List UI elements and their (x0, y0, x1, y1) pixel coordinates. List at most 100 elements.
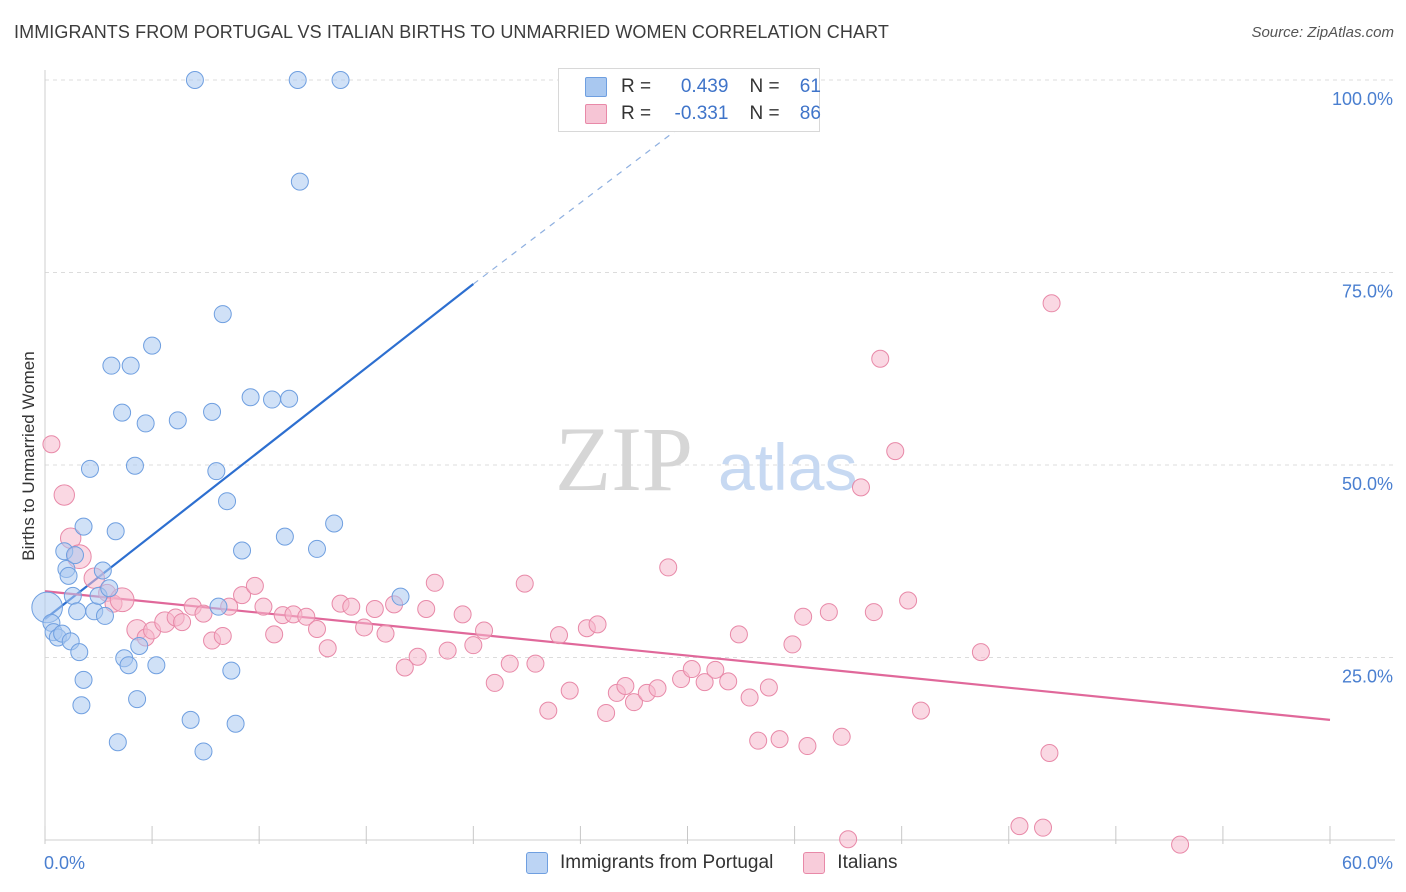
italians-point (1010, 817, 1029, 836)
legend-item-italians: Italians (803, 852, 898, 874)
italians-point (173, 613, 192, 632)
legend-swatch-portugal (526, 852, 548, 874)
portugal-trend-line (44, 283, 475, 620)
italians-point (794, 607, 813, 626)
y-tick-label: 25.0% (1342, 667, 1393, 687)
italians-point (453, 605, 472, 624)
legend-n-label: N = (749, 103, 780, 124)
legend-row-italians: R = -0.331 N = 86 (585, 101, 821, 127)
italians-point (245, 576, 264, 595)
italians-point (851, 478, 870, 497)
legend-n-value: 61 (799, 76, 821, 97)
portugal-point (63, 586, 82, 605)
portugal-point (209, 597, 228, 616)
italians-point (355, 618, 374, 637)
source-note: Source: ZipAtlas.com (1251, 24, 1394, 41)
portugal-point (95, 606, 114, 625)
portugal-point (70, 643, 89, 662)
x-tick-label: 60.0% (1342, 853, 1393, 873)
italians-point (749, 731, 768, 750)
italians-point (42, 435, 61, 454)
italians-point (719, 672, 738, 691)
legend-row-portugal: R = 0.439 N = 61 (585, 74, 821, 100)
italians-point (729, 625, 748, 644)
legend-swatch-pink (585, 104, 607, 124)
portugal-point (185, 71, 204, 89)
portugal-point (226, 714, 245, 733)
portugal-point (222, 661, 241, 680)
portugal-point (241, 388, 260, 407)
italians-point (53, 484, 75, 506)
x-tick-labels: 0.0% 60.0% (44, 853, 1393, 873)
italians-point (1040, 743, 1059, 762)
italians-point (408, 647, 427, 666)
italians-point (899, 591, 918, 610)
portugal-point (106, 522, 125, 541)
italians-point (819, 603, 838, 622)
italians-point (871, 349, 890, 368)
portugal-points (31, 71, 410, 761)
portugal-point (130, 636, 149, 655)
italians-point (376, 624, 395, 643)
legend-item-portugal: Immigrants from Portugal (526, 852, 773, 874)
portugal-point (74, 517, 93, 536)
italians-point (1042, 294, 1061, 313)
italians-point (1034, 818, 1053, 837)
portugal-point (147, 656, 166, 675)
portugal-point (113, 403, 132, 422)
legend-swatch-blue (585, 77, 607, 97)
italians-point (233, 586, 252, 605)
italians-point (550, 626, 568, 645)
watermark: ZIP atlas (555, 408, 857, 510)
watermark-atlas: atlas (718, 430, 857, 504)
italians-point (265, 625, 284, 644)
italians-point (740, 688, 759, 707)
italians-point (526, 654, 545, 673)
italians-point (832, 727, 851, 746)
portugal-point (102, 356, 121, 375)
portugal-point (93, 561, 112, 580)
portugal-point (218, 492, 237, 511)
italians-point (297, 607, 316, 626)
portugal-point (290, 172, 309, 191)
italians-point (539, 701, 558, 720)
portugal-point (136, 414, 155, 433)
y-tick-labels: 25.0% 50.0% 75.0% 100.0% (1332, 89, 1393, 687)
italians-point (971, 643, 990, 662)
italians-point (1171, 835, 1190, 854)
legend-r-value: 0.439 (680, 76, 729, 97)
portugal-point (168, 411, 187, 430)
portugal-point (391, 587, 410, 606)
italians-point (648, 679, 667, 698)
x-tick-label: 0.0% (44, 853, 85, 873)
portugal-point (143, 336, 162, 355)
italians-point (839, 830, 858, 849)
portugal-point (280, 389, 299, 408)
italians-point (886, 442, 905, 461)
portugal-point (325, 514, 344, 533)
portugal-point (233, 541, 252, 560)
portugal-point (119, 656, 138, 675)
italians-point (395, 658, 414, 677)
portugal-point (72, 696, 91, 715)
y-tick-label: 100.0% (1332, 89, 1393, 109)
italians-trend-line (44, 590, 1331, 721)
portugal-point (121, 356, 140, 375)
portugal-point (74, 670, 93, 689)
legend-n-value: 86 (799, 103, 821, 124)
italians-point (500, 654, 519, 673)
portugal-point (263, 390, 282, 409)
watermark-zip: ZIP (555, 408, 693, 510)
italians-point (560, 681, 579, 700)
italians-point (318, 639, 337, 658)
italians-point (515, 574, 534, 593)
italians-point (706, 660, 725, 679)
y-tick-label: 50.0% (1342, 474, 1393, 494)
portugal-point (288, 71, 307, 89)
legend-r-value: -0.331 (674, 103, 729, 124)
portugal-point (213, 305, 232, 324)
italians-point (254, 597, 273, 616)
italians-point (194, 604, 213, 623)
portugal-point (331, 71, 350, 89)
